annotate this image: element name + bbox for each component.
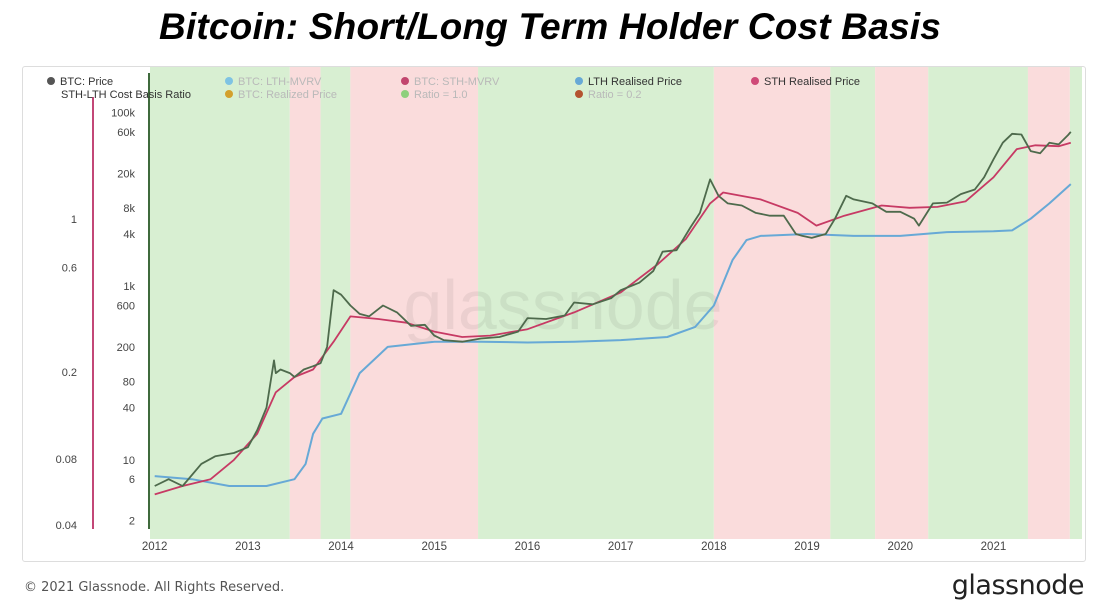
legend: BTC: Price BTC: LTH-MVRV BTC: STH-MVRV LTH … xyxy=(47,76,860,101)
regime-band-red xyxy=(289,67,321,539)
price-tick-label: 600 xyxy=(117,301,135,313)
price-tick-label: 10 xyxy=(123,455,135,467)
price-tick-label: 80 xyxy=(123,376,135,388)
legend-item-label: STH Realised Price xyxy=(764,76,860,88)
legend-dot xyxy=(751,77,759,85)
regime-band-red xyxy=(1027,67,1070,539)
x-axis: 2012 2013 2014 2015 2016 2017 2018 2019 2020 2021 xyxy=(142,541,1006,553)
copyright-text: © 2021 Glassnode. All Rights Reserved. xyxy=(24,580,285,595)
legend-item-label: STH-LTH Cost Basis Ratio xyxy=(61,89,191,101)
series-lines xyxy=(154,131,1072,496)
price-axis: 100k 60k 20k 8k 4k 1k 600 200 80 40 10 6 2 xyxy=(111,73,150,529)
glassnode-logo: glassnode xyxy=(951,570,1085,601)
ratio-axis: 1 0.6 0.2 0.08 0.04 xyxy=(56,97,94,532)
ratio-tick-label: 0.6 xyxy=(62,263,77,275)
chart-panel: glassnode 1 0.6 0.2 0.08 0.04 100k 60k 20k 8k 4k… xyxy=(22,66,1086,562)
regime-band-green xyxy=(320,67,351,539)
price-tick-label: 100k xyxy=(111,108,135,120)
price-tick-label: 2 xyxy=(129,516,135,528)
legend-item-label: LTH Realised Price xyxy=(588,76,682,88)
ratio-tick-label: 0.08 xyxy=(56,454,77,466)
chart-svg: glassnode 1 0.6 0.2 0.08 0.04 100k 60k 20k 8k 4k… xyxy=(47,67,1082,553)
legend-dot xyxy=(401,77,409,85)
legend-dot xyxy=(401,90,409,98)
ratio-tick-label: 0.04 xyxy=(56,520,77,532)
x-tick-label: 2015 xyxy=(421,541,447,553)
legend-item-label: BTC: LTH-MVRV xyxy=(238,76,322,88)
btc-price-line xyxy=(154,131,1072,487)
watermark: glassnode xyxy=(403,266,722,344)
legend-item-label: Ratio = 0.2 xyxy=(588,89,642,101)
legend-dot xyxy=(575,90,583,98)
regime-band-green xyxy=(928,67,1028,539)
regime-band-red xyxy=(875,67,929,539)
regime-band-red xyxy=(350,67,479,539)
regime-band-red xyxy=(713,67,831,539)
regime-band-green xyxy=(150,67,290,539)
x-tick-label: 2017 xyxy=(608,541,634,553)
price-tick-label: 8k xyxy=(123,203,135,215)
legend-item-label: BTC: Realized Price xyxy=(238,89,337,101)
legend-item-label: Ratio = 1.0 xyxy=(414,89,468,101)
regime-band-green xyxy=(1069,67,1082,539)
legend-item-label: BTC: Price xyxy=(60,76,113,88)
price-tick-label: 6 xyxy=(129,474,135,486)
price-tick-label: 4k xyxy=(123,229,135,241)
x-tick-label: 2020 xyxy=(887,541,913,553)
x-tick-label: 2012 xyxy=(142,541,168,553)
lth-realised-price-line xyxy=(154,183,1072,487)
legend-item-label: BTC: STH-MVRV xyxy=(414,76,500,88)
price-tick-label: 1k xyxy=(123,281,135,293)
price-tick-label: 20k xyxy=(117,168,135,180)
x-tick-label: 2013 xyxy=(235,541,261,553)
sth-realised-price-line xyxy=(154,141,1072,496)
ratio-tick-label: 1 xyxy=(71,214,77,226)
price-tick-label: 40 xyxy=(123,403,135,415)
x-tick-label: 2014 xyxy=(328,541,354,553)
x-tick-label: 2018 xyxy=(701,541,727,553)
price-tick-label: 60k xyxy=(117,127,135,139)
x-tick-label: 2021 xyxy=(981,541,1007,553)
chart-title: Bitcoin: Short/Long Term Holder Cost Bas… xyxy=(158,6,942,47)
ratio-tick-label: 0.2 xyxy=(62,367,77,379)
regime-band-green xyxy=(830,67,876,539)
legend-dot xyxy=(575,77,583,85)
x-tick-label: 2016 xyxy=(515,541,541,553)
legend-dot xyxy=(225,77,233,85)
legend-dot xyxy=(225,90,233,98)
price-tick-label: 200 xyxy=(117,342,135,354)
legend-dot xyxy=(47,77,55,85)
x-tick-label: 2019 xyxy=(794,541,820,553)
